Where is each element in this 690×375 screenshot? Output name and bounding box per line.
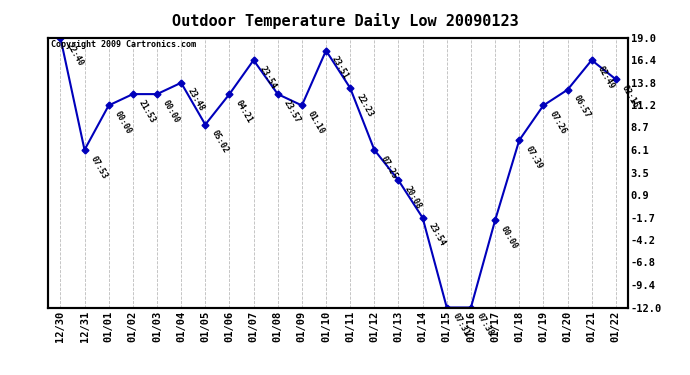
Text: 00:00: 00:00 [161,98,181,124]
Text: Copyright 2009 Cartronics.com: Copyright 2009 Cartronics.com [51,40,196,49]
Text: 23:57: 23:57 [282,98,302,124]
Text: 07:31: 07:31 [451,312,471,338]
Text: 07:25: 07:25 [379,154,399,180]
Text: 07:53: 07:53 [89,154,109,180]
Text: 23:51: 23:51 [331,55,351,81]
Text: 23:54: 23:54 [427,222,447,248]
Text: 07:26: 07:26 [548,110,568,136]
Text: 21:53: 21:53 [137,98,157,124]
Text: 00:00: 00:00 [500,225,520,251]
Text: 23:54: 23:54 [258,64,278,90]
Text: 22:40: 22:40 [65,42,85,68]
Text: 05:02: 05:02 [210,129,230,155]
Text: 03:16: 03:16 [620,84,640,110]
Text: 04:21: 04:21 [234,98,254,124]
Text: 06:57: 06:57 [572,94,592,120]
Text: 07:38: 07:38 [475,312,495,338]
Text: 23:48: 23:48 [186,87,206,113]
Text: 22:23: 22:23 [355,92,375,118]
Text: Outdoor Temperature Daily Low 20090123: Outdoor Temperature Daily Low 20090123 [172,13,518,29]
Text: 00:00: 00:00 [113,110,133,136]
Text: 07:39: 07:39 [524,144,544,171]
Text: 02:49: 02:49 [596,64,616,90]
Text: 20:08: 20:08 [403,184,423,211]
Text: 01:10: 01:10 [306,110,326,136]
